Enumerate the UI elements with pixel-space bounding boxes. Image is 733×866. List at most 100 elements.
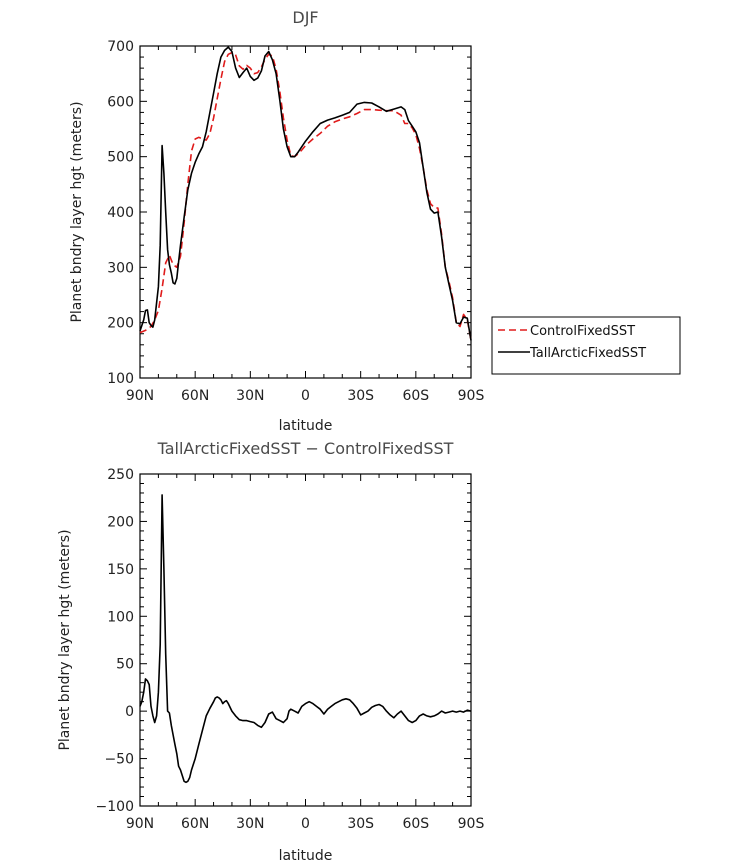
data-point xyxy=(375,705,376,706)
x-tick-label: 90N xyxy=(126,388,154,404)
data-point xyxy=(257,72,258,73)
data-point xyxy=(209,112,210,113)
data-point xyxy=(312,703,313,704)
data-point xyxy=(195,138,196,139)
data-point xyxy=(452,300,453,301)
y-tick-label: 700 xyxy=(107,39,134,55)
plot-frame xyxy=(139,473,472,807)
y-tick-label: 400 xyxy=(107,205,134,221)
data-point xyxy=(287,718,288,719)
data-point xyxy=(294,156,295,157)
data-point xyxy=(261,727,262,728)
data-point xyxy=(154,319,155,320)
data-point xyxy=(415,131,416,132)
plot-frame xyxy=(139,45,472,379)
data-point xyxy=(250,721,251,722)
data-point xyxy=(226,700,227,701)
data-point xyxy=(169,264,170,265)
data-point xyxy=(445,267,446,268)
data-point xyxy=(143,692,144,693)
data-point xyxy=(173,734,174,735)
data-point xyxy=(239,77,240,78)
data-point xyxy=(167,249,168,250)
data-point xyxy=(305,703,306,704)
y-tick-label: 50 xyxy=(116,657,134,673)
data-point xyxy=(290,156,291,157)
data-point xyxy=(305,145,306,146)
data-point xyxy=(195,758,196,759)
y-tick-label: 200 xyxy=(107,316,134,332)
data-point xyxy=(356,708,357,709)
data-point xyxy=(206,140,207,141)
data-point xyxy=(467,318,468,319)
data-point xyxy=(364,102,365,103)
data-point xyxy=(209,708,210,709)
data-point xyxy=(143,319,144,320)
data-point xyxy=(419,142,420,143)
data-point xyxy=(165,211,166,212)
data-point xyxy=(456,712,457,713)
data-point xyxy=(253,73,254,74)
data-point xyxy=(160,644,161,645)
data-point xyxy=(239,719,240,720)
data-point xyxy=(327,120,328,121)
data-point xyxy=(320,133,321,134)
data-point xyxy=(235,715,236,716)
data-point xyxy=(178,766,179,767)
data-point xyxy=(209,133,210,134)
x-tick-label: 90S xyxy=(458,388,485,404)
x-tick-label: 30S xyxy=(347,388,374,404)
data-point xyxy=(412,126,413,127)
data-point xyxy=(463,317,464,318)
data-point xyxy=(283,117,284,118)
legend-label: ControlFixedSST xyxy=(530,324,635,339)
x-tick-label: 90S xyxy=(458,816,485,832)
data-point xyxy=(320,709,321,710)
data-point xyxy=(139,332,140,333)
data-point xyxy=(393,717,394,718)
x-tick-label: 30N xyxy=(236,388,264,404)
data-point xyxy=(276,718,277,719)
data-point xyxy=(301,149,302,150)
data-point xyxy=(272,59,273,60)
x-tick-label: 60S xyxy=(402,388,429,404)
data-point xyxy=(419,715,420,716)
data-point xyxy=(408,120,409,121)
data-point xyxy=(167,711,168,712)
data-point xyxy=(176,753,177,754)
data-point xyxy=(150,325,151,326)
legend-box xyxy=(491,316,681,375)
data-point xyxy=(180,769,181,770)
data-point xyxy=(147,680,148,681)
data-point xyxy=(141,701,142,702)
y-tick-label: 100 xyxy=(107,609,134,625)
data-point xyxy=(371,109,372,110)
data-point xyxy=(309,701,310,702)
chart-title: TallArcticFixedSST − ControlFixedSST xyxy=(157,439,454,458)
data-point xyxy=(173,282,174,283)
data-point xyxy=(162,288,163,289)
data-point xyxy=(298,712,299,713)
data-point xyxy=(253,722,254,723)
data-point xyxy=(349,112,350,113)
data-point xyxy=(261,70,262,71)
data-point xyxy=(334,117,335,118)
data-point xyxy=(459,323,460,324)
x-tick-label: 30S xyxy=(347,816,374,832)
data-point xyxy=(198,153,199,154)
x-tick-label: 60N xyxy=(181,816,209,832)
data-point xyxy=(423,713,424,714)
data-point xyxy=(182,775,183,776)
data-point xyxy=(371,102,372,103)
data-point xyxy=(445,712,446,713)
data-point xyxy=(379,704,380,705)
data-point xyxy=(279,720,280,721)
data-point xyxy=(228,47,229,48)
data-point xyxy=(198,137,199,138)
data-point xyxy=(276,73,277,74)
data-point xyxy=(345,698,346,699)
y-axis-label: Planet bndry layer hgt (meters) xyxy=(69,101,85,322)
y-tick-label: 300 xyxy=(107,260,134,276)
x-axis-label: latitude xyxy=(279,848,333,864)
y-tick-label: 600 xyxy=(107,94,134,110)
